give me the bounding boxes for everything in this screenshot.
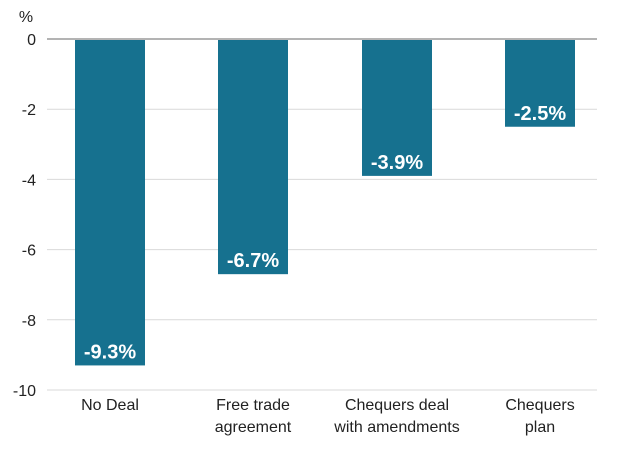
category-label-line: plan: [525, 419, 555, 436]
data-label: -3.9%: [371, 152, 423, 174]
y-tick-label: 0: [27, 32, 36, 49]
data-label: -9.3%: [84, 341, 136, 363]
y-tick-label: -6: [22, 243, 36, 260]
category-label: Chequers deal with amendments: [333, 397, 459, 436]
y-tick-label: -8: [22, 313, 36, 330]
data-labels: -9.3% -6.7% -3.9% -2.5%: [84, 103, 566, 364]
y-tick-labels: 0 -2 -4 -6 -8 -10: [13, 32, 36, 400]
category-label: Chequers plan: [505, 397, 574, 436]
category-label-line: with amendments: [333, 419, 459, 436]
bar: [505, 39, 575, 127]
bar: [75, 39, 145, 366]
category-label-line: agreement: [215, 419, 292, 436]
y-tick-label: -10: [13, 383, 36, 400]
y-tick-label: -4: [22, 172, 36, 189]
category-label: No Deal: [81, 397, 139, 414]
category-label-line: Chequers: [505, 397, 574, 414]
data-label: -2.5%: [514, 103, 566, 125]
bars: [75, 39, 575, 366]
bar: [362, 39, 432, 176]
y-tick-label: -2: [22, 102, 36, 119]
bar: [218, 39, 288, 275]
category-label: Free trade agreement: [215, 397, 292, 436]
y-axis-unit-label: %: [19, 9, 33, 26]
data-label: -6.7%: [227, 250, 279, 272]
x-category-labels: No Deal Free trade agreement Chequers deal w…: [81, 397, 575, 436]
category-label-line: Free trade: [216, 397, 290, 414]
category-label-line: Chequers deal: [345, 397, 449, 414]
category-label-line: No Deal: [81, 397, 139, 414]
